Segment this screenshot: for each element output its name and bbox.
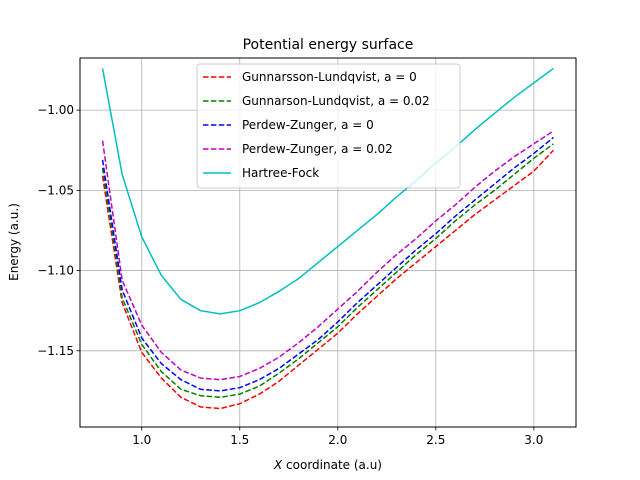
y-ticks: −1.15 −1.10 −1.05 −1.00 <box>37 103 80 358</box>
x-tick-label: 2.0 <box>328 433 347 447</box>
legend-label: Perdew-Zunger, a = 0.02 <box>242 142 393 156</box>
series-lines <box>101 67 554 410</box>
chart-title: Potential energy surface <box>243 37 414 53</box>
series-line-4 <box>101 130 554 381</box>
x-tick-label: 2.5 <box>426 433 445 447</box>
series-line-3 <box>101 136 554 392</box>
series-line-2 <box>101 143 554 399</box>
legend-box <box>196 63 461 189</box>
series-line-5 <box>101 67 554 315</box>
y-tick-label: −1.10 <box>37 264 74 278</box>
legend-label: Perdew-Zunger, a = 0 <box>242 118 374 132</box>
x-tick-label: 3.0 <box>524 433 543 447</box>
x-axis-label: X coordinate (a.u) <box>273 458 382 472</box>
x-ticks: 1.0 1.5 2.0 2.5 3.0 <box>132 427 543 447</box>
plot-frame <box>79 57 577 428</box>
legend-label: Hartree-Fock <box>242 166 319 180</box>
legend-label: Gunnarson-Lundqvist, a = 0.02 <box>242 94 430 108</box>
y-tick-label: −1.05 <box>37 183 74 197</box>
y-tick-label: −1.00 <box>37 103 74 117</box>
series-line-1 <box>101 149 554 410</box>
x-tick-label: 1.0 <box>132 433 151 447</box>
y-axis-label: Energy (a.u.) <box>7 203 21 281</box>
y-tick-label: −1.15 <box>37 344 74 358</box>
legend: Gunnarsson-Lundqvist, a = 0 Gunnarson-Lun… <box>196 63 461 189</box>
legend-label: Gunnarsson-Lundqvist, a = 0 <box>242 70 417 84</box>
x-tick-label: 1.5 <box>230 433 249 447</box>
